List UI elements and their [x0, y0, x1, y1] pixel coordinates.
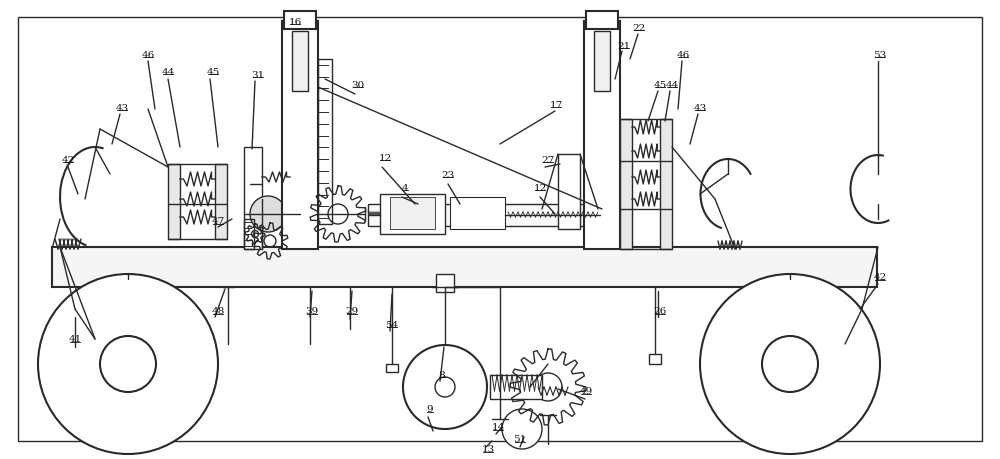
Text: 39: 39	[305, 307, 319, 316]
Text: 22: 22	[632, 23, 646, 33]
Bar	[282, 22, 318, 249]
Text: 17: 17	[549, 100, 563, 109]
Text: 4: 4	[402, 183, 408, 192]
Circle shape	[762, 336, 818, 392]
Text: 48: 48	[211, 307, 225, 316]
Bar	[52, 247, 877, 287]
Bar	[292, 32, 308, 92]
Bar	[244, 219, 254, 249]
Text: 42: 42	[61, 155, 75, 164]
Bar	[215, 165, 227, 240]
Text: 21: 21	[617, 41, 631, 50]
Text: 49: 49	[579, 386, 593, 396]
Text: 47: 47	[211, 217, 225, 226]
Text: 43: 43	[115, 103, 129, 112]
Bar	[380, 195, 445, 235]
Text: 51: 51	[513, 435, 527, 443]
Text: 30: 30	[351, 80, 365, 90]
Circle shape	[403, 345, 487, 429]
Text: 13: 13	[481, 444, 495, 453]
Bar	[620, 120, 632, 249]
Circle shape	[100, 336, 156, 392]
Text: 43: 43	[693, 103, 707, 112]
Text: 23: 23	[441, 170, 455, 179]
Text: 45: 45	[653, 80, 667, 90]
Text: 14: 14	[491, 423, 505, 431]
Bar	[649, 354, 661, 364]
Bar	[586, 12, 618, 30]
Text: 27: 27	[541, 155, 555, 164]
Circle shape	[700, 274, 880, 454]
Bar	[368, 205, 600, 226]
Text: 26: 26	[653, 307, 667, 316]
Text: 44: 44	[665, 80, 679, 90]
Text: 12: 12	[533, 183, 547, 192]
Bar	[584, 22, 620, 249]
Text: 8: 8	[439, 369, 445, 379]
Bar	[168, 165, 180, 240]
Text: 12: 12	[378, 153, 392, 162]
Bar	[390, 197, 435, 230]
Bar	[436, 274, 454, 292]
Text: 46: 46	[141, 50, 155, 59]
Bar	[490, 375, 542, 399]
Text: 54: 54	[385, 320, 399, 329]
Text: 45: 45	[206, 67, 220, 76]
Bar	[594, 32, 610, 92]
Text: 16: 16	[288, 17, 302, 27]
Text: 42: 42	[873, 273, 887, 282]
Bar	[284, 12, 316, 30]
Circle shape	[38, 274, 218, 454]
Bar	[386, 364, 398, 372]
Circle shape	[502, 409, 542, 449]
Bar	[450, 197, 505, 230]
Text: 9: 9	[427, 405, 433, 414]
Bar	[660, 120, 672, 249]
Bar	[558, 155, 580, 230]
Text: 31: 31	[251, 70, 265, 79]
Text: 41: 41	[68, 335, 82, 344]
Text: 29: 29	[345, 307, 359, 316]
Circle shape	[435, 377, 455, 397]
Bar	[244, 148, 262, 249]
Bar	[318, 60, 332, 224]
Text: 46: 46	[676, 50, 690, 59]
Text: 44: 44	[161, 67, 175, 76]
Circle shape	[250, 196, 286, 233]
Text: 53: 53	[873, 50, 887, 59]
